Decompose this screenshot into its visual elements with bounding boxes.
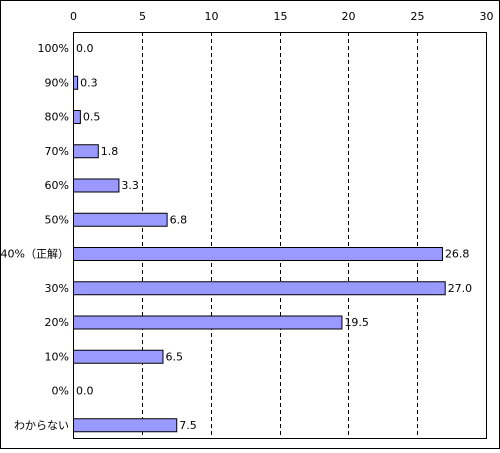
x-tick-labels: 0 5 10 15 20 25 30 [70,10,494,23]
x-tick-label: 0 [70,10,77,23]
data-label: 27.0 [448,282,473,295]
data-label: 0.5 [83,111,101,124]
data-label: 0.0 [76,42,94,55]
category-label: 90% [45,76,69,89]
x-tick-label: 20 [342,10,356,23]
bar [73,144,99,159]
bar [73,110,81,124]
category-label: 70% [45,145,69,158]
category-label: 50% [45,213,69,226]
data-label: 19.5 [344,316,369,329]
data-label: 6.8 [170,213,188,226]
category-labels: 100% 90% 80% 70% 60% 50% 40%（正解） 30% 20% 10% 0% わから… [1,42,69,432]
bar [73,212,168,227]
bar [73,418,178,433]
category-label: 80% [45,111,69,124]
data-label: 1.8 [101,145,119,158]
category-label: 20% [45,316,69,329]
bar [73,75,79,90]
bar [73,315,343,330]
category-label: 0% [52,385,69,398]
category-label: 10% [45,350,69,363]
bar [73,178,120,193]
x-tick-label: 5 [139,10,146,23]
bar [73,281,446,296]
data-labels: 0.0 0.3 0.5 1.8 3.3 6.8 26.8 27.0 19.5 6.5 0.0 7.5 [76,42,472,432]
x-tick-label: 15 [274,10,288,23]
data-label: 26.8 [445,248,470,261]
data-label: 7.5 [179,419,197,432]
data-label: 3.3 [121,179,138,192]
category-label: 60% [45,179,69,192]
data-label: 0.3 [80,76,98,89]
bars [73,75,446,433]
category-label: わからない [14,419,69,432]
grid-lines [142,32,418,438]
x-tick-label: 30 [480,10,494,23]
category-label: 30% [45,282,69,295]
bar [73,247,443,261]
plot-area-frame [73,32,487,439]
bar [73,349,164,364]
category-label: 40%（正解） [1,247,69,261]
x-tick-label: 10 [205,10,219,23]
x-tick-label: 25 [411,10,425,23]
data-label: 6.5 [165,350,183,363]
data-label: 0.0 [76,385,94,398]
category-label: 100% [38,42,69,55]
